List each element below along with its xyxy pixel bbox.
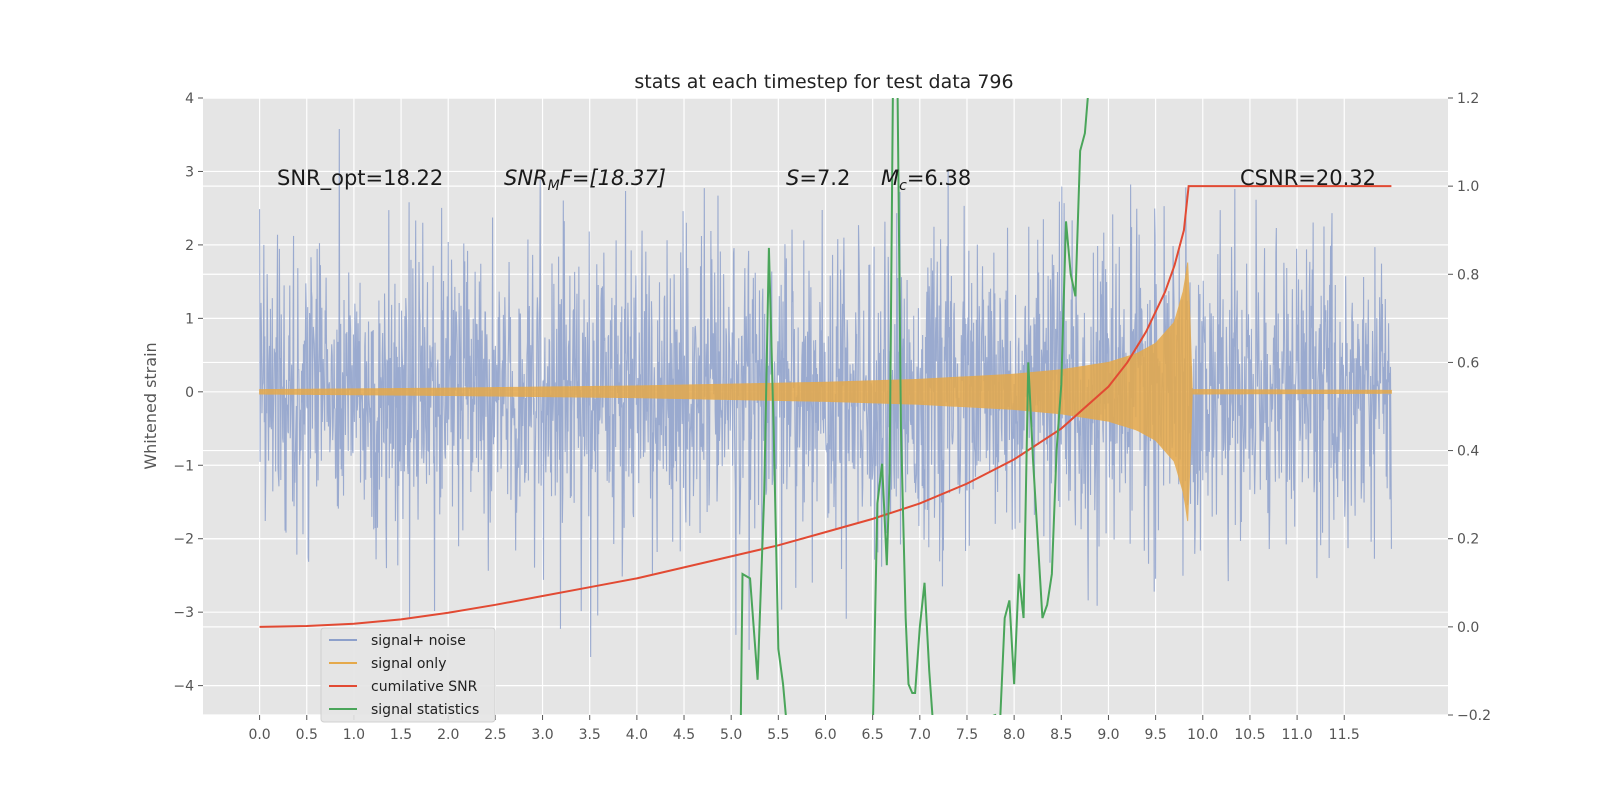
- y-tick-label: −2: [173, 532, 194, 548]
- x-tick-label: 8.5: [1050, 727, 1072, 743]
- x-tick-label: 6.0: [814, 727, 836, 743]
- y2-tick-label: 0.4: [1457, 444, 1479, 460]
- annotation-snr-opt: SNR_opt=18.22: [277, 166, 443, 191]
- y-tick-label: −1: [173, 458, 194, 474]
- y-tick-label: 4: [185, 91, 194, 107]
- x-tick-label: 4.5: [673, 727, 695, 743]
- legend-label-signal-noise: signal+ noise: [371, 633, 466, 649]
- x-tick-label: 3.5: [579, 727, 601, 743]
- y-axis-title: Whitened strain: [141, 342, 160, 469]
- x-tick-label: 5.0: [720, 727, 742, 743]
- x-tick-label: 11.0: [1282, 727, 1313, 743]
- y-tick-label: 2: [185, 238, 194, 254]
- y-tick-label: 1: [185, 311, 194, 327]
- x-tick-label: 9.5: [1144, 727, 1166, 743]
- x-tick-label: 10.0: [1187, 727, 1218, 743]
- series-signal-noise: [259, 129, 1392, 658]
- x-tick-label: 1.5: [390, 727, 412, 743]
- x-tick-label: 8.0: [1003, 727, 1025, 743]
- chart-title: stats at each timestep for test data 796: [634, 71, 1013, 93]
- legend-label-signal-only: signal only: [371, 656, 446, 672]
- legend-box: [320, 627, 496, 723]
- x-tick-label: 11.5: [1329, 727, 1360, 743]
- x-tick-label: 6.5: [862, 727, 884, 743]
- y2-tick-label: 0.6: [1457, 355, 1479, 371]
- signal-statistics-line: [739, 98, 1089, 715]
- x-tick-label: 9.0: [1097, 727, 1119, 743]
- series-signal-only: [259, 262, 1392, 522]
- right-axis-ticks: −0.2 0.0 0.2 0.4 0.6 0.8 1.0 1.2: [1448, 91, 1491, 724]
- x-tick-label: 7.0: [909, 727, 931, 743]
- signal-only-area: [259, 262, 1392, 522]
- x-tick-label: 0.5: [296, 727, 318, 743]
- cumulative-snr-line: [259, 185, 1392, 628]
- legend: signal+ noise signal only cumilative SNR…: [320, 627, 496, 723]
- y-tick-label: −4: [173, 679, 194, 695]
- y-tick-label: −3: [173, 605, 194, 621]
- y-tick-label: 3: [185, 164, 194, 180]
- series-cumulative-snr: [259, 185, 1392, 628]
- x-tick-label: 3.0: [531, 727, 553, 743]
- series-signal-statistics: [739, 98, 1089, 715]
- y2-tick-label: −0.2: [1457, 708, 1491, 724]
- x-tick-label: 7.5: [956, 727, 978, 743]
- x-tick-label: 5.5: [767, 727, 789, 743]
- y2-tick-label: 1.0: [1457, 179, 1479, 195]
- x-tick-label: 0.0: [248, 727, 270, 743]
- annotation-mc: Mc=6.38: [881, 166, 971, 194]
- x-tick-label: 10.5: [1234, 727, 1265, 743]
- annotation-s: S=7.2: [786, 166, 850, 190]
- x-tick-label: 2.0: [437, 727, 459, 743]
- y2-tick-label: 0.2: [1457, 532, 1479, 548]
- x-tick-label: 4.0: [626, 727, 648, 743]
- annotation-csnr: CSNR=20.32: [1240, 166, 1376, 190]
- annotation-snr-mf: SNRMF=[18.37]: [504, 166, 666, 194]
- y-axis-ticks: −4 −3 −2 −1 0 1 2 3 4: [173, 91, 203, 695]
- y-tick-label: 0: [185, 385, 194, 401]
- x-tick-label: 2.5: [484, 727, 506, 743]
- y2-tick-label: 0.0: [1457, 620, 1479, 636]
- legend-label-signal-statistics: signal statistics: [371, 702, 479, 718]
- legend-label-cumulative-snr: cumilative SNR: [371, 679, 478, 695]
- x-tick-label: 1.0: [343, 727, 365, 743]
- x-axis-ticks: 0.0 0.5 1.0 1.5 2.0 2.5 3.0 3.5 4.0 4.5 5.0 5.5 6.0 6…: [248, 715, 1360, 743]
- signal-noise-line: [259, 129, 1392, 658]
- y2-tick-label: 0.8: [1457, 267, 1479, 283]
- y2-tick-label: 1.2: [1457, 91, 1479, 107]
